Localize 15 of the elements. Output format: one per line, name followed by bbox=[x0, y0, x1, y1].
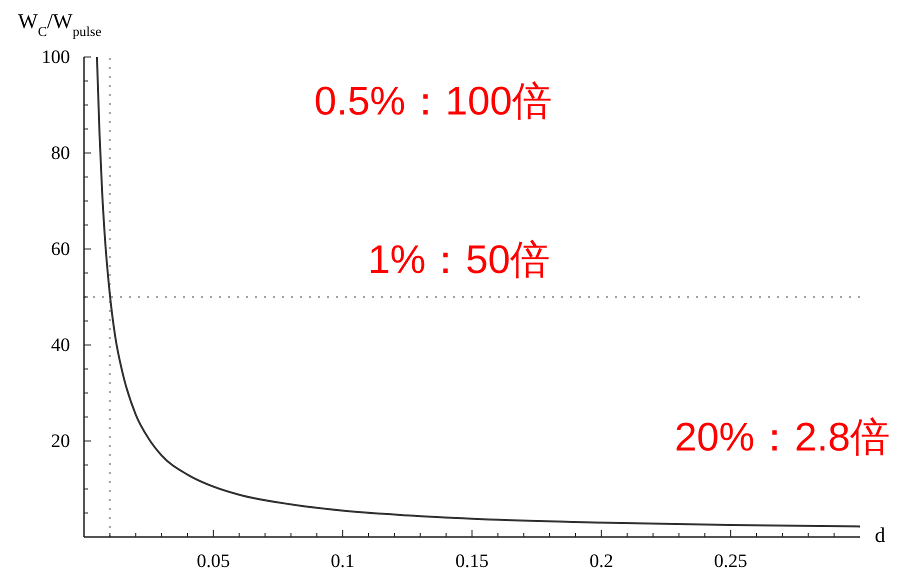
annotation: 0.5%：100倍 bbox=[314, 80, 552, 124]
y-axis-title: W$_{C}$/W$_{pulse}$ bbox=[18, 9, 102, 38]
annotation: 20%：2.8倍 bbox=[674, 416, 890, 460]
x-tick-label: 0.1 bbox=[330, 551, 355, 572]
x-tick-label: 0.15 bbox=[455, 551, 489, 572]
y-tick-label: 40 bbox=[51, 335, 70, 356]
y-tick-label: 20 bbox=[51, 431, 70, 452]
y-tick-label: 100 bbox=[42, 47, 70, 68]
annotation: 1%：50倍 bbox=[368, 238, 550, 282]
x-tick-label: 0.25 bbox=[714, 551, 748, 572]
y-tick-label: 80 bbox=[51, 143, 70, 164]
y-tick-label: 60 bbox=[51, 239, 70, 260]
x-tick-label: 0.05 bbox=[196, 551, 230, 572]
x-tick-label: 0.2 bbox=[589, 551, 614, 572]
x-axis-title: d bbox=[874, 523, 886, 547]
